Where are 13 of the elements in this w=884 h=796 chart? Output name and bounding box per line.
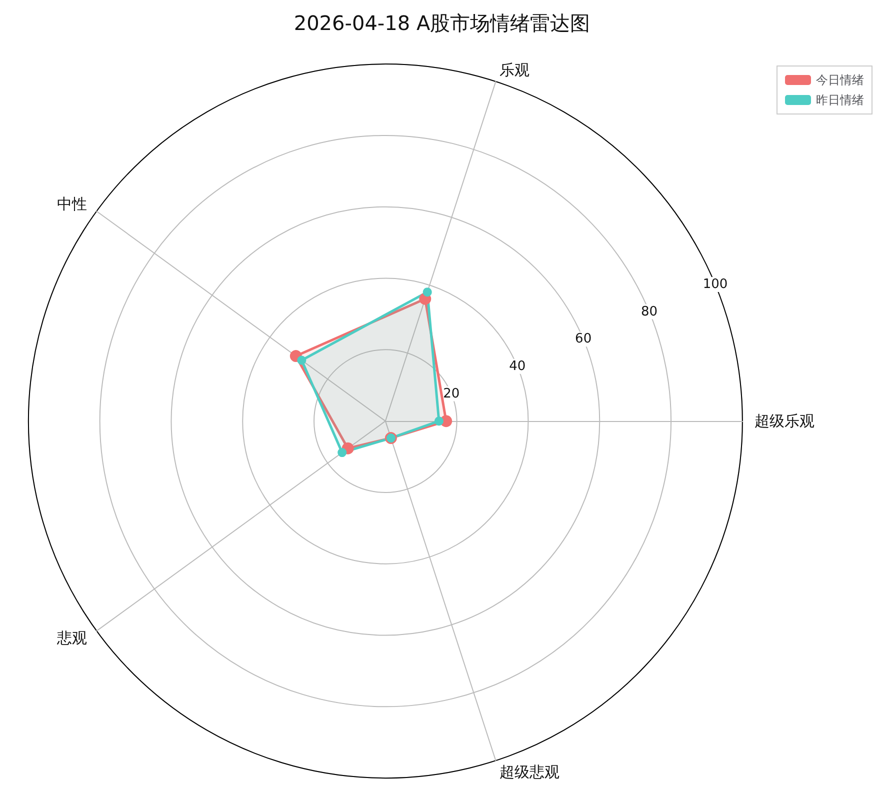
spoke-label: 超级乐观	[754, 412, 814, 430]
legend-label: 昨日情绪	[816, 93, 864, 107]
legend-label: 今日情绪	[816, 73, 864, 87]
y-tick-label: 100	[702, 276, 728, 292]
spoke-label: 乐观	[499, 61, 530, 80]
y-tick-label: 20	[443, 386, 460, 402]
spoke-label: 悲观	[56, 628, 87, 647]
y-tick-label: 80	[641, 304, 658, 320]
y-tick-label: 40	[509, 358, 526, 374]
y-tick-label: 60	[575, 332, 592, 347]
spoke-label: 超级悲观	[499, 763, 560, 782]
spoke-label: 中性	[56, 195, 87, 214]
chart-title: 2026-04-18 A股市场情绪雷达图	[294, 11, 590, 35]
